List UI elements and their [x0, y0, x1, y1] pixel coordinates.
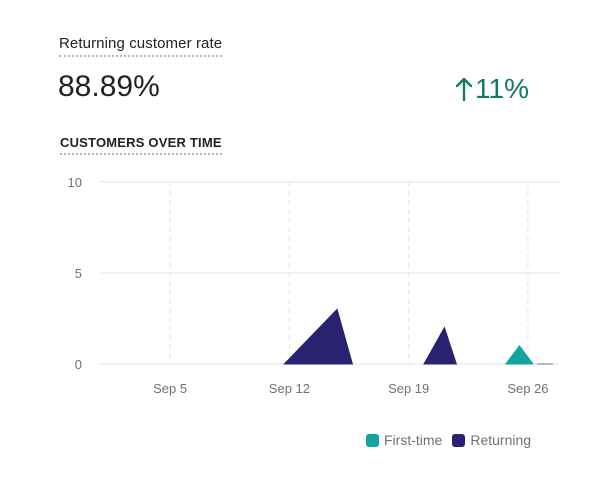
- x-tick-label-2: Sep 19: [388, 381, 429, 396]
- metric-change-value: 11%: [475, 73, 529, 104]
- series-returning-peak-1: [423, 326, 458, 365]
- y-tick-label-5: 5: [75, 266, 82, 281]
- arrow-up-icon: [455, 77, 473, 102]
- y-tick-label-0: 0: [75, 357, 82, 372]
- x-tick-label-0: Sep 5: [153, 381, 187, 396]
- metric-change: 11%: [455, 71, 529, 107]
- x-tick-label-1: Sep 12: [269, 381, 310, 396]
- legend-item-returning[interactable]: Returning: [452, 432, 531, 448]
- section-title[interactable]: CUSTOMERS OVER TIME: [60, 135, 222, 155]
- legend-label-returning: Returning: [470, 432, 532, 448]
- x-tick-label-3: Sep 26: [507, 381, 548, 396]
- y-tick-label-10: 10: [68, 175, 82, 190]
- legend-label-first-time: First-time: [384, 432, 443, 448]
- chart-legend: First-time Returning: [366, 432, 541, 448]
- legend-item-first-time[interactable]: First-time: [366, 432, 442, 448]
- metric-title[interactable]: Returning customer rate: [59, 35, 223, 57]
- legend-swatch-first-time: [366, 433, 379, 447]
- series-first-time-peak-0: [504, 344, 534, 365]
- series-returning-peak-0: [283, 308, 354, 365]
- metric-value: 88.89%: [58, 70, 160, 103]
- legend-swatch-returning: [452, 433, 466, 447]
